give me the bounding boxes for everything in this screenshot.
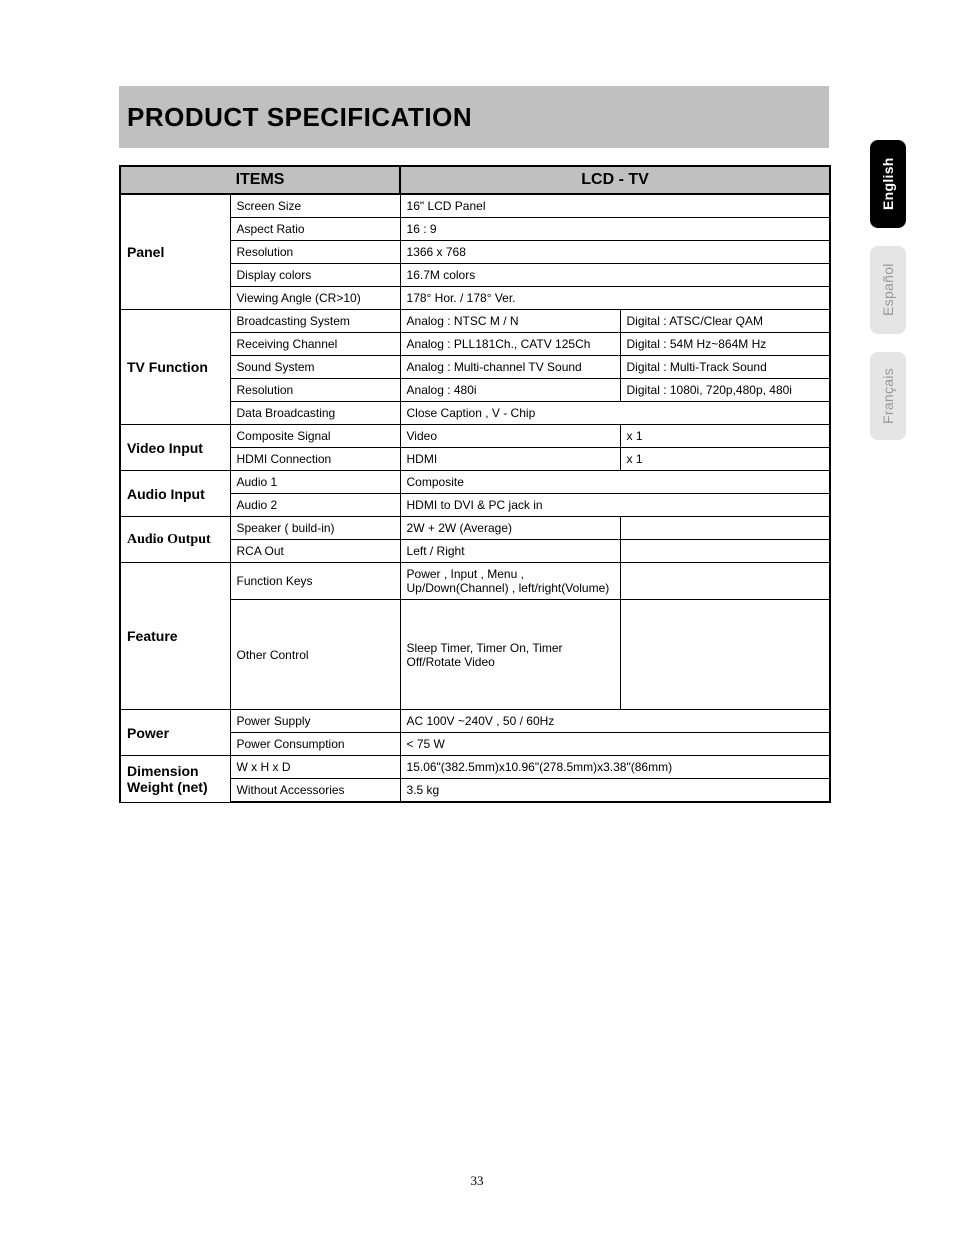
cell: Power Consumption [230, 733, 400, 756]
cell: Digital : 1080i, 720p,480p, 480i [620, 379, 830, 402]
cat-dimension: Dimension Weight (net) [120, 756, 230, 803]
cell: Broadcasting System [230, 310, 400, 333]
cell: 3.5 kg [400, 779, 830, 803]
cat-power: Power [120, 710, 230, 756]
cell: 15.06"(382.5mm)x10.96"(278.5mm)x3.38"(86… [400, 756, 830, 779]
cell: < 75 W [400, 733, 830, 756]
cell: Analog : 480i [400, 379, 620, 402]
dim-label1: Dimension [127, 763, 199, 779]
cell: Power Supply [230, 710, 400, 733]
cell: 16.7M colors [400, 264, 830, 287]
cell: Analog : Multi-channel TV Sound [400, 356, 620, 379]
header-lcdtv: LCD - TV [400, 166, 830, 194]
cell: 1366 x 768 [400, 241, 830, 264]
cell: HDMI [400, 448, 620, 471]
cell: 16 : 9 [400, 218, 830, 241]
cell: Resolution [230, 241, 400, 264]
cell: Video [400, 425, 620, 448]
cell: Without Accessories [230, 779, 400, 803]
cat-feature: Feature [120, 563, 230, 710]
cell: Data Broadcasting [230, 402, 400, 425]
lang-tab-francais[interactable]: Français [870, 352, 906, 440]
cell: Aspect Ratio [230, 218, 400, 241]
cell: Viewing Angle (CR>10) [230, 287, 400, 310]
cell [620, 540, 830, 563]
cat-audioinput: Audio Input [120, 471, 230, 517]
page-number: 33 [0, 1173, 954, 1189]
cat-videoinput: Video Input [120, 425, 230, 471]
cell: 16" LCD Panel [400, 194, 830, 218]
cell: Screen Size [230, 194, 400, 218]
cell: Close Caption , V - Chip [400, 402, 830, 425]
cell [620, 517, 830, 540]
cell: Composite [400, 471, 830, 494]
cell: Other Control [230, 600, 400, 710]
cell: Display colors [230, 264, 400, 287]
page-title: PRODUCT SPECIFICATION [127, 102, 472, 133]
cell: Speaker ( build-in) [230, 517, 400, 540]
cell [620, 600, 830, 710]
cell: x 1 [620, 448, 830, 471]
cell: Left / Right [400, 540, 620, 563]
cell: Digital : 54M Hz~864M Hz [620, 333, 830, 356]
cell: Resolution [230, 379, 400, 402]
lang-tab-espanol[interactable]: Español [870, 246, 906, 334]
cell: Receiving Channel [230, 333, 400, 356]
cell: Audio 2 [230, 494, 400, 517]
cat-audiooutput: Audio Output [120, 517, 230, 563]
language-tabs: English Español Français [870, 140, 906, 458]
cell: 2W + 2W (Average) [400, 517, 620, 540]
cell: Analog : PLL181Ch., CATV 125Ch [400, 333, 620, 356]
cell: Sound System [230, 356, 400, 379]
cell: Digital : ATSC/Clear QAM [620, 310, 830, 333]
cell: Composite Signal [230, 425, 400, 448]
cell: 178° Hor. / 178° Ver. [400, 287, 830, 310]
cell: x 1 [620, 425, 830, 448]
title-bar: PRODUCT SPECIFICATION [119, 86, 829, 148]
cell: W x H x D [230, 756, 400, 779]
dim-label2: Weight (net) [127, 779, 208, 795]
cell: Digital : Multi-Track Sound [620, 356, 830, 379]
cat-tvfunction: TV Function [120, 310, 230, 425]
cat-panel: Panel [120, 194, 230, 310]
cell: HDMI to DVI & PC jack in [400, 494, 830, 517]
cell: Power , Input , Menu , Up/Down(Channel) … [400, 563, 620, 600]
header-items: ITEMS [120, 166, 400, 194]
cell: Function Keys [230, 563, 400, 600]
cell: Sleep Timer, Timer On, Timer Off/Rotate … [400, 600, 620, 710]
cell: Audio 1 [230, 471, 400, 494]
lang-tab-english[interactable]: English [870, 140, 906, 228]
cell [620, 563, 830, 600]
spec-table: ITEMS LCD - TV Panel Screen Size 16" LCD… [119, 165, 831, 803]
cell: Analog : NTSC M / N [400, 310, 620, 333]
cell: AC 100V ~240V , 50 / 60Hz [400, 710, 830, 733]
cell: RCA Out [230, 540, 400, 563]
cell: HDMI Connection [230, 448, 400, 471]
